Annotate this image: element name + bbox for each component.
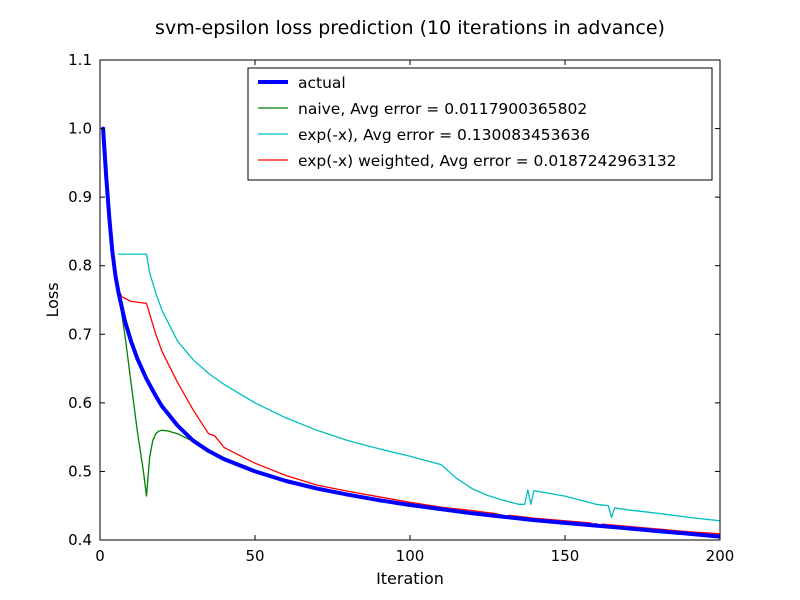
y-tick-label: 0.8 <box>68 257 92 275</box>
y-axis-label: Loss <box>43 282 62 317</box>
y-tick-label: 0.7 <box>68 325 92 343</box>
y-tick-label: 0.6 <box>68 394 92 412</box>
y-tick-label: 1.1 <box>68 51 92 69</box>
y-tick-label: 0.9 <box>68 188 92 206</box>
x-axis-ticks: 0 50 100 150 200 <box>95 60 734 565</box>
x-tick-label: 0 <box>95 547 105 565</box>
legend-label-2: exp(-x), Avg error = 0.130083453636 <box>298 126 590 144</box>
x-axis-label: Iteration <box>376 569 444 588</box>
y-tick-label: 0.5 <box>68 462 92 480</box>
series-line-2 <box>117 253 720 522</box>
y-axis-ticks: 0.4 0.5 0.6 0.7 0.8 0.9 1.0 1.1 <box>68 51 720 549</box>
x-tick-label: 150 <box>551 547 580 565</box>
legend-label-0: actual <box>298 74 346 92</box>
series-layer <box>101 126 720 539</box>
legend-label-1: naive, Avg error = 0.0117900365802 <box>298 100 587 118</box>
x-tick-label: 100 <box>396 547 425 565</box>
series-line-0 <box>101 126 720 539</box>
legend-items: actual naive, Avg error = 0.0117900365802… <box>258 74 677 170</box>
x-tick-label: 50 <box>245 547 264 565</box>
legend: actual naive, Avg error = 0.0117900365802… <box>247 67 713 181</box>
legend-box <box>247 67 713 181</box>
legend-label-3: exp(-x) weighted, Avg error = 0.01872429… <box>298 152 677 170</box>
y-tick-label: 0.4 <box>68 531 92 549</box>
x-tick-label: 200 <box>706 547 735 565</box>
chart-title: svm-epsilon loss prediction (10 iteratio… <box>155 17 665 39</box>
y-tick-label: 1.0 <box>68 120 92 138</box>
